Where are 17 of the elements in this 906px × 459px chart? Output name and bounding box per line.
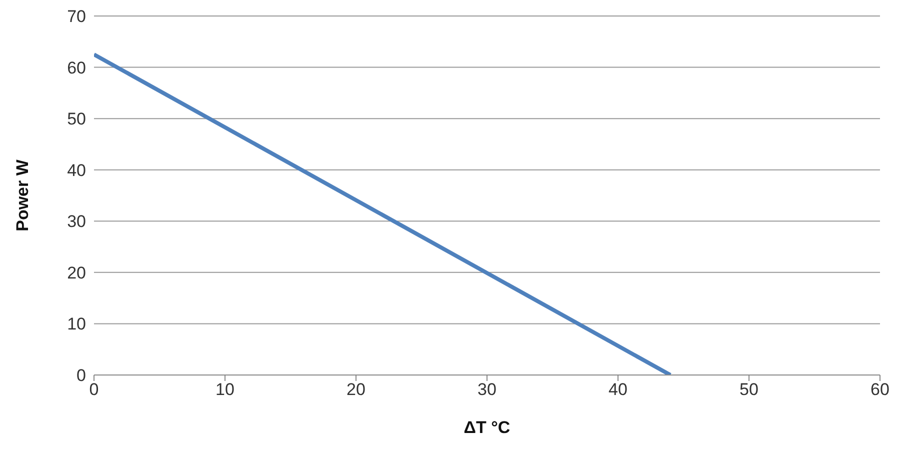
x-tick-label: 50 (740, 380, 758, 400)
x-tick-label: 20 (346, 380, 366, 400)
y-tick-label: 10 (67, 314, 86, 334)
y-tick-label: 70 (67, 7, 86, 26)
y-tick-label: 30 (67, 212, 86, 232)
y-tick-label: 60 (67, 58, 86, 78)
x-tick-label: 10 (216, 380, 234, 400)
x-tick-label: 30 (478, 380, 496, 400)
y-tick-label: 40 (67, 160, 86, 180)
y-axis-title: Power W (13, 158, 32, 232)
y-tick-label: 0 (76, 366, 86, 386)
x-axis-title: ΔT °C (464, 418, 510, 437)
y-tick-label: 20 (67, 263, 86, 282)
x-tick-label: 60 (870, 380, 890, 400)
y-tick-label: 50 (67, 110, 86, 129)
x-tick-label: 40 (608, 380, 628, 400)
x-tick-label: 0 (89, 380, 99, 400)
